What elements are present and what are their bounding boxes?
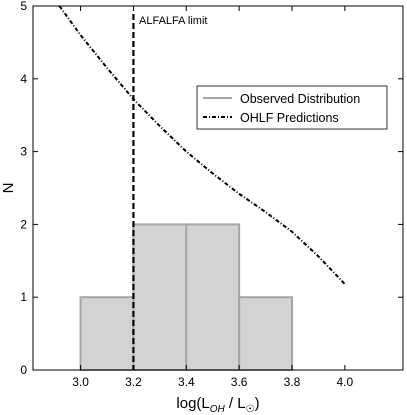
x-tick-label-3: 3.6 [231,375,248,389]
y-tick-label-5: 5 [20,0,27,13]
x-axis-label-part1: log(L [176,395,209,412]
y-tick-label-3: 3 [20,145,27,159]
curve-layer [58,6,346,285]
histogram-bar-1 [132,223,188,371]
legend-label-observed: Observed Distribution [240,92,360,106]
histogram-bar-0 [79,296,135,372]
ohlf-prediction-curve [58,6,346,285]
legend-box [196,85,388,130]
x-axis-label-sun-symbol: ☉ [246,404,255,415]
x-tick-label-1: 3.2 [125,375,142,389]
y-tick-label-4: 4 [20,72,27,86]
legend: Observed Distribution OHLF Predictions [196,85,388,130]
plot-frame [32,5,404,371]
x-axis-label: log(LOH / L☉) [176,395,259,415]
x-axis-ticks: 3.0 3.2 3.4 3.6 3.8 4.0 [72,6,354,389]
x-tick-label-4: 3.8 [284,375,301,389]
y-axis-label: N [0,183,17,194]
histogram-bars [79,223,293,372]
y-axis-ticks: 0 1 2 3 4 5 [20,0,403,377]
histogram-bar-2 [185,223,241,371]
x-tick-label-0: 3.0 [72,375,89,389]
x-tick-label-5: 4.0 [337,375,354,389]
plot-area: 3.0 3.2 3.4 3.6 3.8 4.0 0 1 2 3 4 5 [20,0,404,389]
x-axis-label-part2: / L [225,395,246,412]
y-tick-label-1: 1 [20,290,27,304]
x-axis-label-part3: ) [255,395,260,412]
alfalfa-limit-label: ALFALFA limit [139,15,207,27]
x-axis-label-subscript-oh: OH [210,404,226,415]
y-tick-label-0: 0 [20,363,27,377]
x-tick-label-2: 3.4 [178,375,195,389]
histogram-bar-3 [238,296,293,372]
y-tick-label-2: 2 [20,217,27,231]
legend-label-ohlf: OHLF Predictions [240,111,339,125]
